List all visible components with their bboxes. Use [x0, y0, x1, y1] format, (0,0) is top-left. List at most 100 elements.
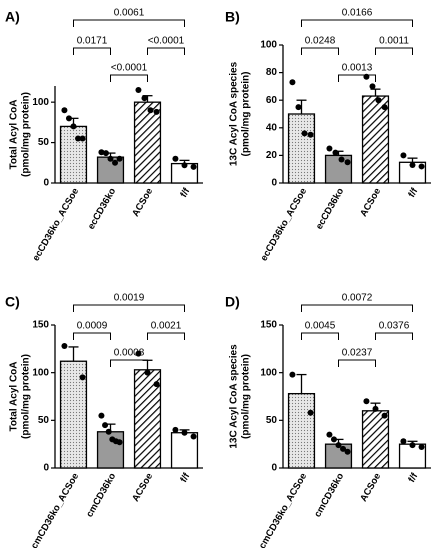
data-point: [344, 448, 351, 455]
data-point: [116, 439, 123, 446]
data-point: [332, 149, 339, 156]
data-point: [335, 442, 342, 449]
y-axis-label: 13C Acyl CoA species: [229, 61, 240, 166]
data-point: [344, 159, 351, 166]
data-point: [190, 163, 197, 170]
bar: [361, 95, 390, 184]
bar: [287, 392, 316, 469]
data-point: [369, 83, 376, 90]
data-point: [98, 149, 105, 156]
p-value: 0.0376: [379, 321, 410, 332]
y-tick-label: 50: [38, 137, 50, 148]
significance-bracket: [73, 19, 185, 27]
y-tick-label: 50: [266, 415, 278, 426]
significance-bracket: [110, 359, 148, 367]
x-tick-label: cmCD36ko: [312, 471, 346, 519]
data-point: [65, 115, 72, 122]
data-point: [102, 150, 109, 157]
data-point: [135, 350, 142, 357]
data-point: [381, 104, 388, 111]
bar: [361, 410, 390, 469]
data-point: [295, 104, 302, 111]
data-point: [409, 442, 416, 449]
x-tick-label: ACSoe: [130, 186, 155, 218]
data-point: [400, 152, 407, 159]
p-value: 0.0061: [114, 8, 145, 19]
y-tick-label: 150: [32, 320, 49, 331]
data-point: [418, 163, 425, 170]
data-point: [307, 409, 314, 416]
y-axis-label: 13C Acyl CoA species: [229, 344, 240, 449]
p-value: 0.0248: [305, 36, 336, 47]
data-point: [172, 426, 179, 433]
y-tick-label: 50: [38, 415, 50, 426]
data-point: [105, 428, 112, 435]
data-point: [326, 145, 333, 152]
significance-bracket: [301, 332, 339, 340]
data-point: [330, 436, 337, 443]
data-point: [116, 155, 123, 162]
y-tick-label: 40: [266, 122, 278, 133]
y-axis-label: (pmol/mg protein): [241, 72, 252, 157]
y-tick-label: 60: [266, 95, 278, 106]
y-tick-label: 80: [266, 67, 278, 78]
y-tick-label: 100: [260, 367, 277, 378]
x-tick-label: f/f: [178, 186, 192, 200]
data-point: [144, 369, 151, 376]
p-value: 0.0013: [342, 63, 373, 74]
data-point: [181, 429, 188, 436]
data-point: [153, 108, 160, 115]
p-value: 0.0166: [342, 8, 373, 19]
significance-bracket: [147, 332, 185, 340]
data-point: [338, 156, 345, 163]
y-tick-label: 100: [32, 367, 49, 378]
x-tick-label: f/f: [178, 471, 192, 485]
bar: [133, 101, 162, 184]
x-tick-label: f/f: [406, 186, 420, 200]
bar: [287, 113, 316, 184]
y-axis-label: Total Acyl CoA: [9, 99, 20, 169]
significance-bracket: [301, 19, 413, 27]
data-point: [409, 162, 416, 169]
significance-bracket: [73, 47, 111, 55]
p-value: 0.0009: [77, 321, 108, 332]
data-point: [181, 162, 188, 169]
p-value: 0.0011: [379, 36, 409, 47]
y-axis-label: Total Acyl CoA: [9, 361, 20, 431]
x-tick-label: f/f: [406, 471, 420, 485]
y-tick-label: 0: [271, 463, 277, 474]
significance-bracket: [73, 304, 185, 312]
x-tick-label: cmCD36ko: [84, 471, 118, 519]
data-point: [153, 381, 160, 388]
data-point: [102, 422, 109, 429]
y-tick-label: 20: [266, 150, 278, 161]
p-value: 0.0045: [305, 321, 336, 332]
data-point: [418, 444, 425, 451]
significance-bracket: [375, 47, 413, 55]
data-point: [363, 398, 370, 405]
data-point: [172, 155, 179, 162]
data-point: [107, 155, 114, 162]
data-point: [372, 405, 379, 412]
x-tick-label: cmCD36ko_ACSoe: [29, 471, 81, 548]
p-value: 0.0008: [114, 348, 145, 359]
x-tick-label: ecCD36ko: [86, 186, 119, 231]
significance-bracket: [301, 47, 339, 55]
p-value: 0.0237: [342, 348, 373, 359]
significance-bracket: [73, 332, 111, 340]
x-tick-label: ecCD36ko: [314, 186, 347, 231]
y-tick-label: 0: [43, 463, 49, 474]
y-axis-label: (pmol/mg protein): [241, 354, 252, 439]
data-point: [141, 95, 148, 102]
data-point: [375, 97, 382, 104]
x-tick-label: ACSoe: [358, 471, 383, 503]
data-point: [75, 135, 82, 142]
p-value: <0.0001: [148, 36, 185, 47]
significance-bracket: [147, 47, 185, 55]
y-tick-label: 0: [271, 178, 277, 189]
significance-bracket: [301, 304, 413, 312]
data-point: [112, 159, 119, 166]
p-value: 0.0072: [342, 293, 373, 304]
y-tick-label: 100: [260, 40, 277, 51]
